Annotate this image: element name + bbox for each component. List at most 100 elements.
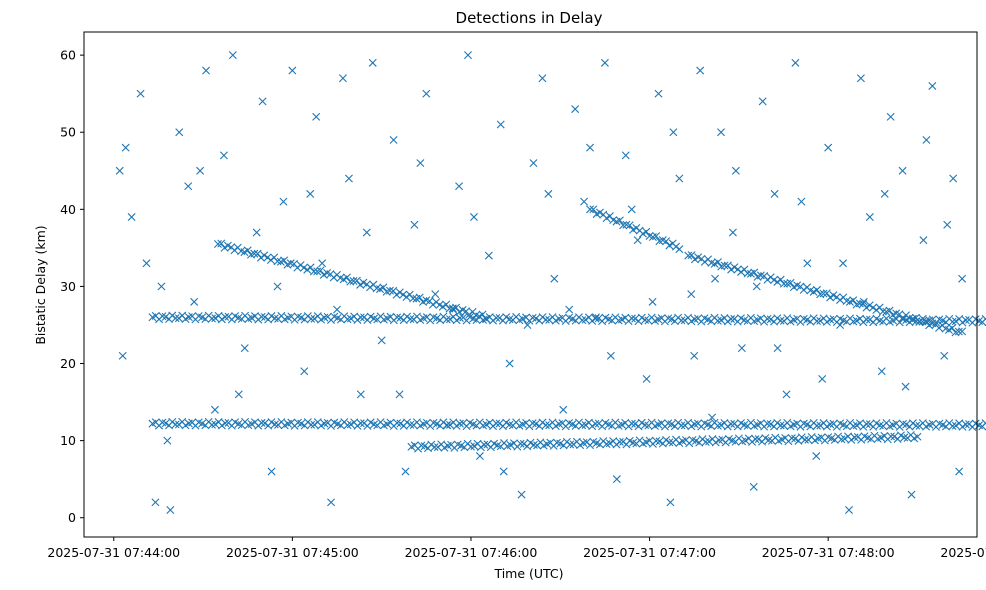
- data-point: [344, 174, 353, 183]
- data-point: [856, 74, 865, 83]
- data-point: [672, 242, 681, 251]
- data-point: [737, 344, 746, 353]
- data-point: [887, 432, 895, 441]
- data-point: [958, 422, 967, 431]
- y-tick-label: 50: [60, 125, 76, 140]
- data-point: [528, 419, 537, 428]
- data-point: [898, 419, 907, 428]
- data-point: [912, 421, 921, 430]
- data-point: [666, 498, 675, 507]
- data-point: [466, 442, 475, 451]
- data-point: [217, 421, 226, 430]
- data-point: [256, 253, 265, 262]
- data-point: [648, 297, 657, 306]
- data-point: [627, 314, 636, 323]
- data-point: [961, 420, 970, 429]
- data-point: [581, 315, 590, 324]
- data-point: [517, 490, 526, 499]
- data-point: [859, 297, 868, 306]
- data-point: [228, 51, 237, 60]
- data-point: [243, 246, 252, 255]
- data-point: [469, 213, 478, 222]
- data-point: [127, 213, 136, 222]
- data-point: [940, 351, 949, 360]
- data-point: [571, 105, 580, 114]
- data-point: [171, 420, 180, 429]
- data-point: [948, 324, 957, 333]
- data-point: [749, 482, 758, 491]
- data-point: [880, 189, 889, 198]
- data-point: [615, 437, 624, 446]
- x-tick-label: 2025-07-31 07:49:00: [940, 545, 986, 560]
- data-point: [847, 435, 856, 444]
- x-tick-label: 2025-07-31 07:48:00: [762, 545, 895, 560]
- data-point: [669, 128, 678, 137]
- data-point: [886, 112, 895, 121]
- data-point: [213, 240, 222, 249]
- data-point: [395, 288, 404, 297]
- data-point: [862, 303, 871, 312]
- data-point: [654, 89, 663, 98]
- data-point: [356, 419, 365, 428]
- data-point: [591, 313, 600, 322]
- data-point: [615, 216, 624, 225]
- data-point: [803, 259, 812, 268]
- data-point: [349, 277, 358, 285]
- data-point: [415, 293, 424, 302]
- data-point: [273, 282, 282, 291]
- data-point: [708, 413, 717, 422]
- data-point: [565, 305, 574, 314]
- data-point: [307, 314, 316, 323]
- data-point: [787, 434, 796, 443]
- data-point: [773, 277, 782, 286]
- data-point: [743, 269, 752, 278]
- data-point: [320, 419, 329, 428]
- data-point: [578, 316, 587, 325]
- data-point: [826, 315, 835, 324]
- data-point: [136, 89, 145, 98]
- data-point: [801, 435, 810, 444]
- data-point: [481, 314, 490, 323]
- data-point: [690, 351, 699, 360]
- data-point: [257, 312, 266, 321]
- data-point: [385, 286, 394, 295]
- data-point: [662, 435, 671, 444]
- data-point: [824, 143, 833, 152]
- data-point: [949, 174, 958, 183]
- data-point: [484, 251, 493, 260]
- data-point: [705, 437, 714, 446]
- data-point: [816, 290, 825, 299]
- data-point: [240, 344, 249, 353]
- y-tick-label: 0: [68, 510, 76, 525]
- data-point: [845, 506, 853, 515]
- data-point: [877, 367, 886, 376]
- data-point: [417, 441, 426, 450]
- data-point: [163, 436, 172, 445]
- data-point: [566, 440, 575, 449]
- data-point: [826, 420, 835, 429]
- data-point: [586, 205, 595, 214]
- data-point: [727, 315, 736, 324]
- data-point: [908, 419, 917, 428]
- data-point: [720, 261, 729, 270]
- data-point: [280, 256, 289, 265]
- data-point: [427, 440, 436, 449]
- data-point: [675, 174, 684, 183]
- data-point: [258, 97, 267, 106]
- data-point: [401, 467, 410, 476]
- data-point: [958, 274, 967, 283]
- x-tick-label: 2025-07-31 07:44:00: [47, 545, 180, 560]
- data-point: [392, 290, 401, 299]
- data-point: [612, 475, 621, 484]
- data-point: [505, 359, 514, 368]
- data-point: [591, 314, 600, 323]
- data-point: [951, 421, 960, 430]
- data-point: [333, 305, 342, 314]
- data-point: [737, 267, 746, 276]
- data-point: [523, 320, 532, 329]
- data-point: [619, 221, 628, 230]
- y-axis-label: Bistatic Delay (km): [33, 225, 48, 344]
- data-point: [406, 420, 415, 429]
- data-point: [786, 278, 795, 287]
- data-point: [202, 66, 211, 75]
